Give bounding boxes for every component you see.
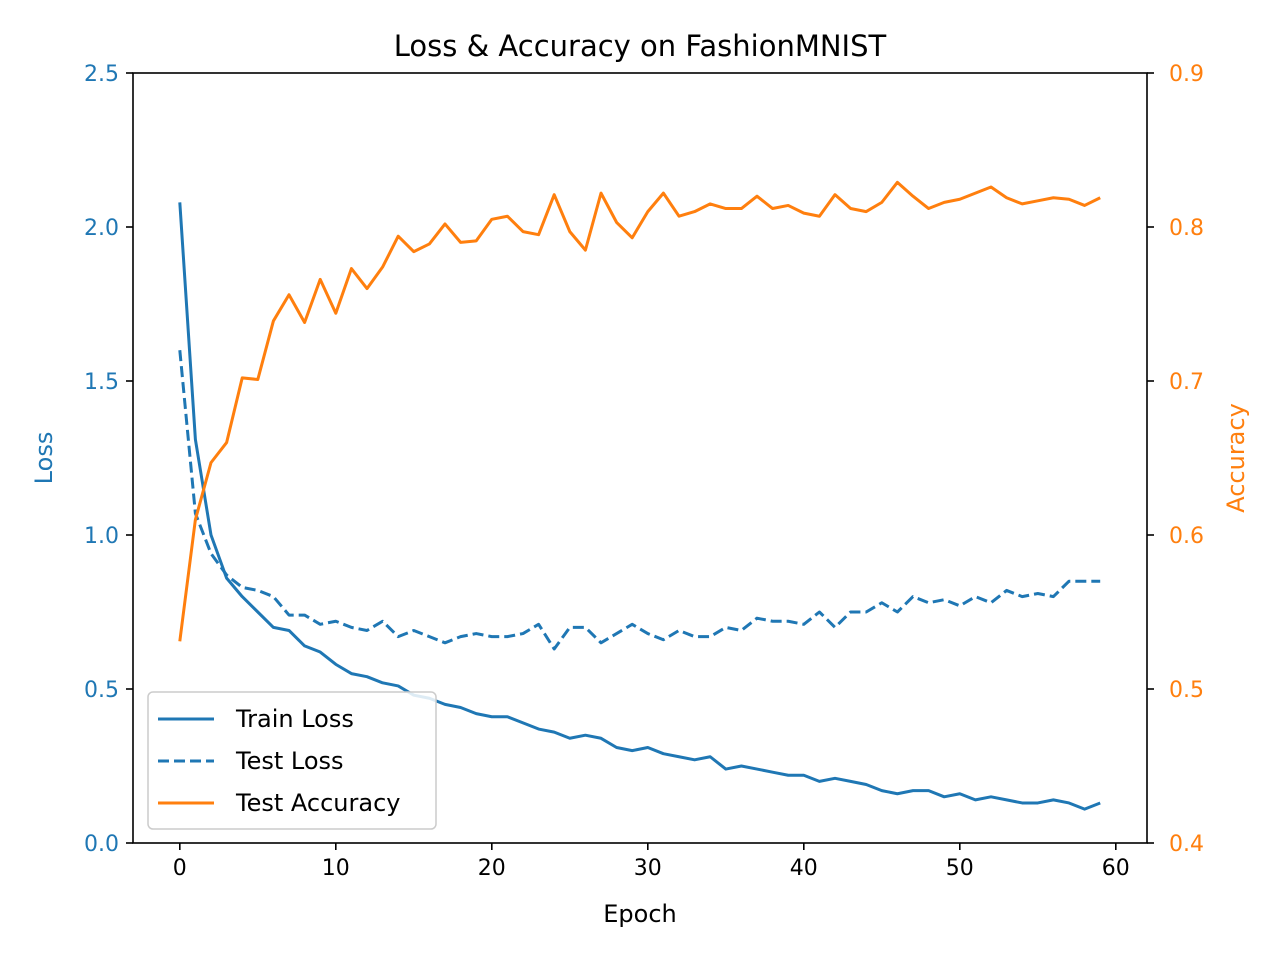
y-right-tick-label: 0.4 [1169,832,1204,857]
plot-frame [132,72,1148,844]
y-axis-right-label: Accuracy [1222,403,1250,513]
test-loss-line [178,350,1101,651]
chart-title: Loss & Accuracy on FashionMNIST [394,29,887,63]
x-tick-label: 50 [946,856,974,881]
x-axis-label: Epoch [603,900,677,928]
y-left-tick-label: 0.0 [84,832,119,857]
test-accuracy-line [178,180,1101,642]
x-tick-label: 0 [173,856,187,881]
y-axis-left-label: Loss [30,432,58,485]
legend: Train Loss Test Loss Test Accuracy [147,691,437,830]
y-left-tick-label: 2.0 [84,216,119,241]
x-tick-label: 20 [478,856,506,881]
legend-label-train-loss: Train Loss [235,705,354,733]
y-right-tick-label: 0.5 [1169,678,1204,703]
x-tick-label: 30 [634,856,662,881]
y-right-tick-label: 0.6 [1169,524,1204,549]
x-tick-label: 60 [1102,856,1130,881]
x-tick-label: 10 [322,856,350,881]
x-tick-label: 40 [790,856,818,881]
legend-box [147,691,437,830]
legend-label-test-accuracy: Test Accuracy [235,789,400,817]
legend-label-test-loss: Test Loss [235,747,344,775]
train-loss-line [178,202,1101,811]
plot-series [178,180,1101,811]
y-left-tick-label: 1.5 [84,370,119,395]
y-left-tick-label: 0.5 [84,678,119,703]
y-right-tick-label: 0.9 [1169,62,1204,87]
axis-ticks: 0 10 20 30 40 50 60 0.0 0.5 1.0 1.5 2.0 2.5 0.4 0.5 0.6… [84,62,1204,881]
y-left-tick-label: 2.5 [84,62,119,87]
y-right-tick-label: 0.7 [1169,370,1204,395]
y-right-tick-label: 0.8 [1169,216,1204,241]
y-left-tick-label: 1.0 [84,524,119,549]
